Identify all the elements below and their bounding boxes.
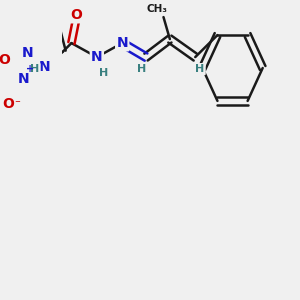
Text: O: O: [2, 97, 14, 111]
Text: H: H: [30, 64, 40, 74]
Text: +: +: [26, 64, 34, 74]
Text: N: N: [91, 50, 103, 64]
Text: H: H: [99, 68, 108, 78]
Text: H: H: [195, 64, 205, 74]
Text: H: H: [136, 64, 146, 74]
Text: N: N: [116, 36, 128, 50]
Text: ⁻: ⁻: [14, 99, 20, 109]
Text: N: N: [39, 60, 50, 74]
Text: N: N: [18, 72, 29, 86]
Text: O: O: [0, 53, 11, 67]
Text: O: O: [70, 8, 82, 22]
Text: N: N: [22, 46, 34, 60]
Text: CH₃: CH₃: [147, 4, 168, 14]
